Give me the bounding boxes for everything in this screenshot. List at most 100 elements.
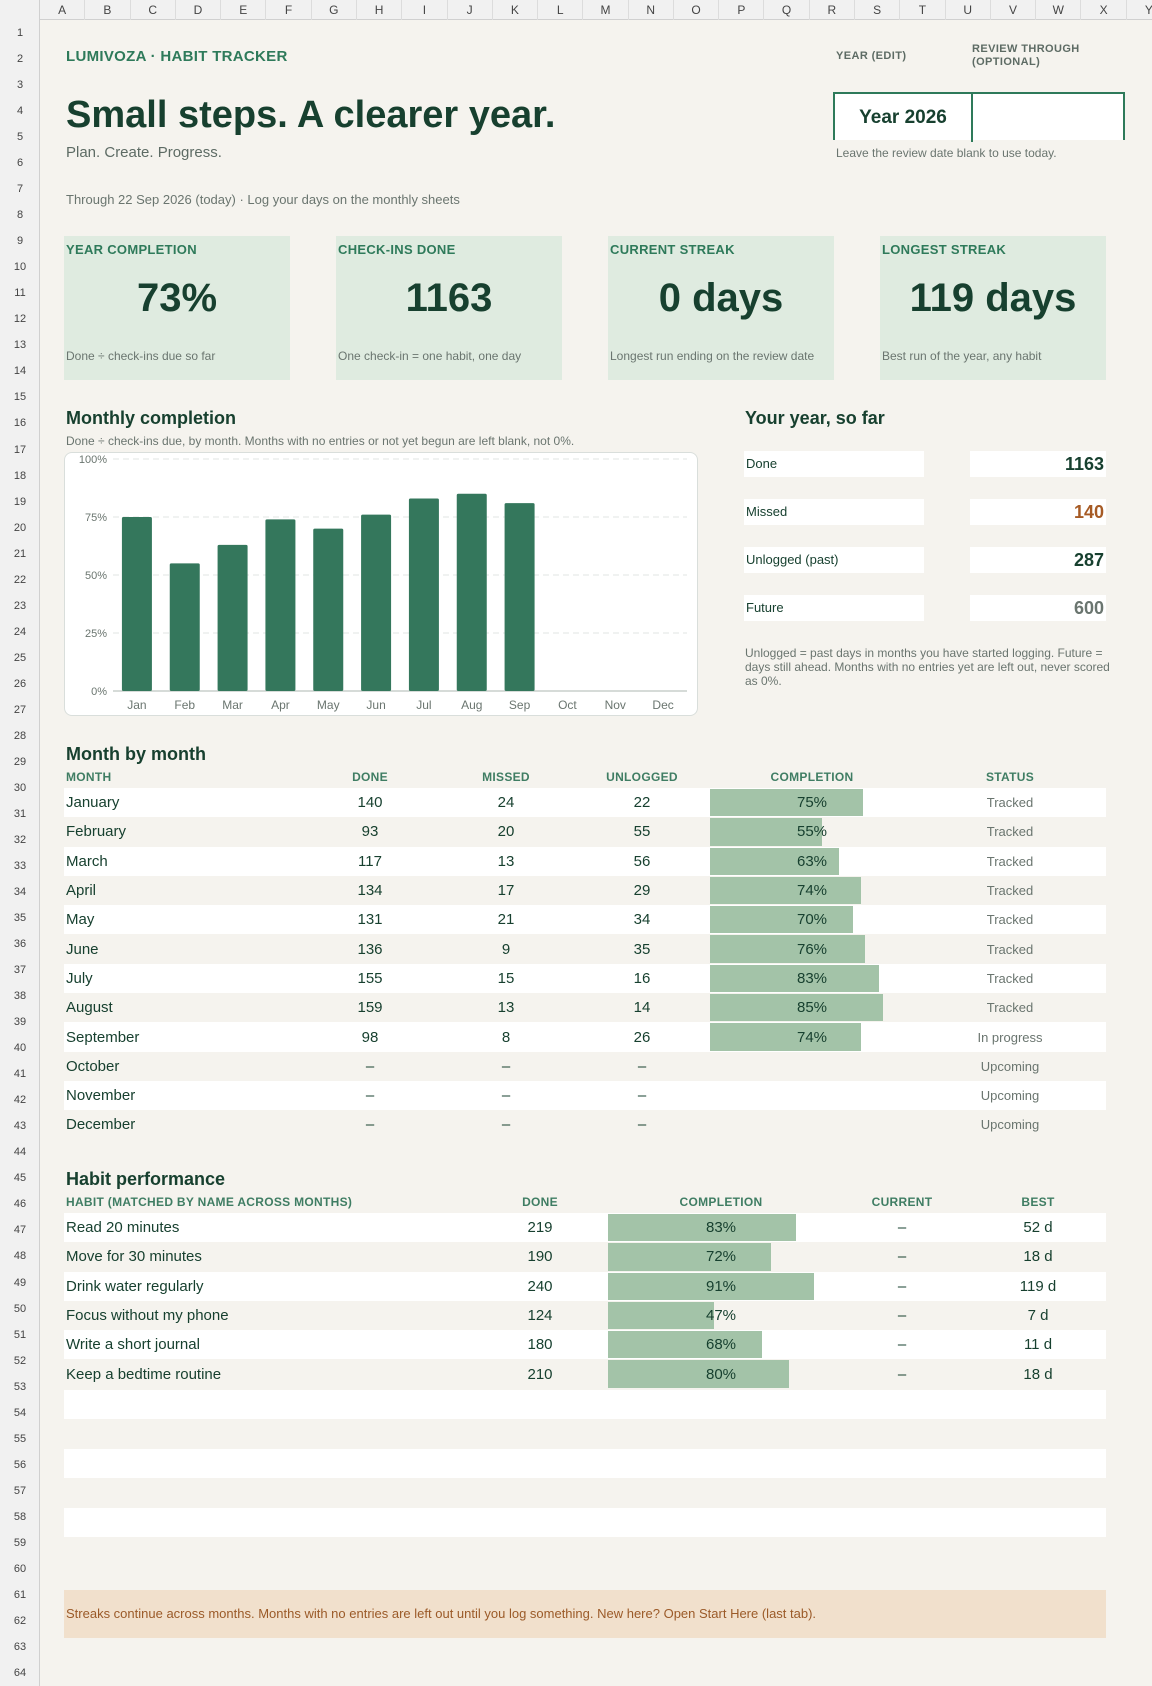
- current-streak-cell[interactable]: –: [834, 1359, 970, 1389]
- completion-cell[interactable]: 63%: [710, 846, 914, 876]
- row-header-41[interactable]: 41: [13, 1068, 27, 1081]
- row-header-50[interactable]: 50: [13, 1302, 27, 1315]
- row-header-24[interactable]: 24: [13, 625, 27, 638]
- empty-habit-row[interactable]: [64, 1390, 1106, 1419]
- row-header-43[interactable]: 43: [13, 1120, 27, 1133]
- column-header-x[interactable]: X: [1081, 0, 1127, 20]
- completion-cell[interactable]: 68%: [608, 1330, 834, 1360]
- row-header-51[interactable]: 51: [13, 1328, 27, 1341]
- completion-cell[interactable]: 83%: [608, 1213, 834, 1243]
- completion-cell[interactable]: 75%: [710, 788, 914, 818]
- status-cell[interactable]: Upcoming: [914, 1051, 1106, 1081]
- done-cell[interactable]: 136: [302, 934, 438, 964]
- column-header-y[interactable]: Y: [1127, 0, 1152, 20]
- unlogged-cell[interactable]: 26: [574, 1022, 710, 1052]
- column-header-q[interactable]: Q: [764, 0, 810, 20]
- row-header-23[interactable]: 23: [13, 599, 27, 612]
- month-cell[interactable]: February: [64, 817, 302, 847]
- row-header-7[interactable]: 7: [16, 183, 24, 196]
- habit-name-cell[interactable]: Write a short journal: [64, 1330, 472, 1360]
- completion-cell[interactable]: 83%: [710, 963, 914, 994]
- row-header-58[interactable]: 58: [13, 1510, 27, 1523]
- column-header-f[interactable]: F: [266, 0, 312, 20]
- row-header-61[interactable]: 61: [13, 1588, 27, 1601]
- unlogged-cell[interactable]: 16: [574, 963, 710, 994]
- row-header-5[interactable]: 5: [16, 131, 24, 144]
- current-streak-cell[interactable]: –: [834, 1213, 970, 1243]
- row-header-2[interactable]: 2: [16, 53, 24, 66]
- row-header-9[interactable]: 9: [16, 235, 24, 248]
- row-header-29[interactable]: 29: [13, 755, 27, 768]
- month-cell[interactable]: March: [64, 846, 302, 876]
- row-header-31[interactable]: 31: [13, 807, 27, 820]
- column-header-n[interactable]: N: [629, 0, 674, 20]
- row-header-45[interactable]: 45: [13, 1172, 27, 1185]
- row-header-32[interactable]: 32: [13, 833, 27, 846]
- best-streak-cell[interactable]: 18 d: [970, 1242, 1106, 1272]
- missed-cell[interactable]: 24: [438, 788, 574, 818]
- status-cell[interactable]: Tracked: [914, 846, 1106, 876]
- empty-habit-row[interactable]: [64, 1449, 1106, 1478]
- missed-cell[interactable]: 17: [438, 875, 574, 906]
- unlogged-cell[interactable]: 22: [574, 788, 710, 818]
- row-header-56[interactable]: 56: [13, 1458, 27, 1471]
- row-header-10[interactable]: 10: [13, 261, 27, 274]
- row-header-1[interactable]: 1: [16, 27, 24, 39]
- column-header-g[interactable]: G: [312, 0, 357, 20]
- row-header-60[interactable]: 60: [13, 1562, 27, 1575]
- completion-cell[interactable]: 85%: [710, 993, 914, 1023]
- done-cell[interactable]: 219: [472, 1213, 608, 1243]
- missed-cell[interactable]: 20: [438, 817, 574, 847]
- month-cell[interactable]: November: [64, 1080, 302, 1111]
- row-header-13[interactable]: 13: [13, 339, 27, 352]
- completion-cell[interactable]: 70%: [710, 905, 914, 935]
- row-header-36[interactable]: 36: [13, 938, 27, 951]
- completion-cell[interactable]: [710, 1080, 914, 1111]
- completion-cell[interactable]: 74%: [710, 875, 914, 906]
- done-cell[interactable]: 93: [302, 817, 438, 847]
- missed-cell[interactable]: 13: [438, 846, 574, 876]
- row-header-37[interactable]: 37: [13, 964, 27, 977]
- completion-cell[interactable]: 47%: [608, 1300, 834, 1331]
- done-cell[interactable]: 210: [472, 1359, 608, 1389]
- row-header-57[interactable]: 57: [13, 1484, 27, 1497]
- row-header-28[interactable]: 28: [13, 729, 27, 742]
- status-cell[interactable]: Tracked: [914, 788, 1106, 818]
- completion-cell[interactable]: [710, 1051, 914, 1081]
- column-header-c[interactable]: C: [131, 0, 176, 20]
- status-cell[interactable]: In progress: [914, 1022, 1106, 1052]
- unlogged-cell[interactable]: 56: [574, 846, 710, 876]
- column-header-j[interactable]: J: [448, 0, 493, 20]
- month-cell[interactable]: May: [64, 905, 302, 935]
- missed-cell[interactable]: 13: [438, 993, 574, 1023]
- completion-cell[interactable]: 80%: [608, 1359, 834, 1389]
- row-header-49[interactable]: 49: [13, 1276, 27, 1289]
- current-streak-cell[interactable]: –: [834, 1330, 970, 1360]
- row-header-8[interactable]: 8: [16, 209, 24, 222]
- current-streak-cell[interactable]: –: [834, 1242, 970, 1272]
- best-streak-cell[interactable]: 7 d: [970, 1300, 1106, 1331]
- row-header-12[interactable]: 12: [13, 313, 27, 326]
- done-cell[interactable]: 134: [302, 875, 438, 906]
- column-header-l[interactable]: L: [538, 0, 584, 20]
- unlogged-cell[interactable]: –: [574, 1080, 710, 1111]
- row-header-19[interactable]: 19: [13, 495, 27, 508]
- completion-cell[interactable]: 91%: [608, 1271, 834, 1301]
- year-input[interactable]: Year 2026: [835, 94, 973, 142]
- row-header-17[interactable]: 17: [13, 443, 27, 456]
- done-cell[interactable]: 159: [302, 993, 438, 1023]
- unlogged-cell[interactable]: –: [574, 1110, 710, 1140]
- status-cell[interactable]: Tracked: [914, 963, 1106, 994]
- row-header-3[interactable]: 3: [16, 79, 24, 92]
- row-header-39[interactable]: 39: [13, 1016, 27, 1029]
- row-header-27[interactable]: 27: [13, 703, 27, 716]
- column-header-e[interactable]: E: [221, 0, 267, 20]
- monthly-completion-chart[interactable]: 0% 25% 50% 75% 100% Jan Feb Mar Apr May Jun Jul Aug S…: [64, 452, 698, 716]
- month-cell[interactable]: December: [64, 1110, 302, 1140]
- done-cell[interactable]: –: [302, 1051, 438, 1081]
- column-header-a[interactable]: A: [40, 0, 86, 20]
- missed-cell[interactable]: 8: [438, 1022, 574, 1052]
- status-cell[interactable]: Tracked: [914, 993, 1106, 1023]
- current-streak-cell[interactable]: –: [834, 1300, 970, 1331]
- completion-cell[interactable]: 72%: [608, 1242, 834, 1272]
